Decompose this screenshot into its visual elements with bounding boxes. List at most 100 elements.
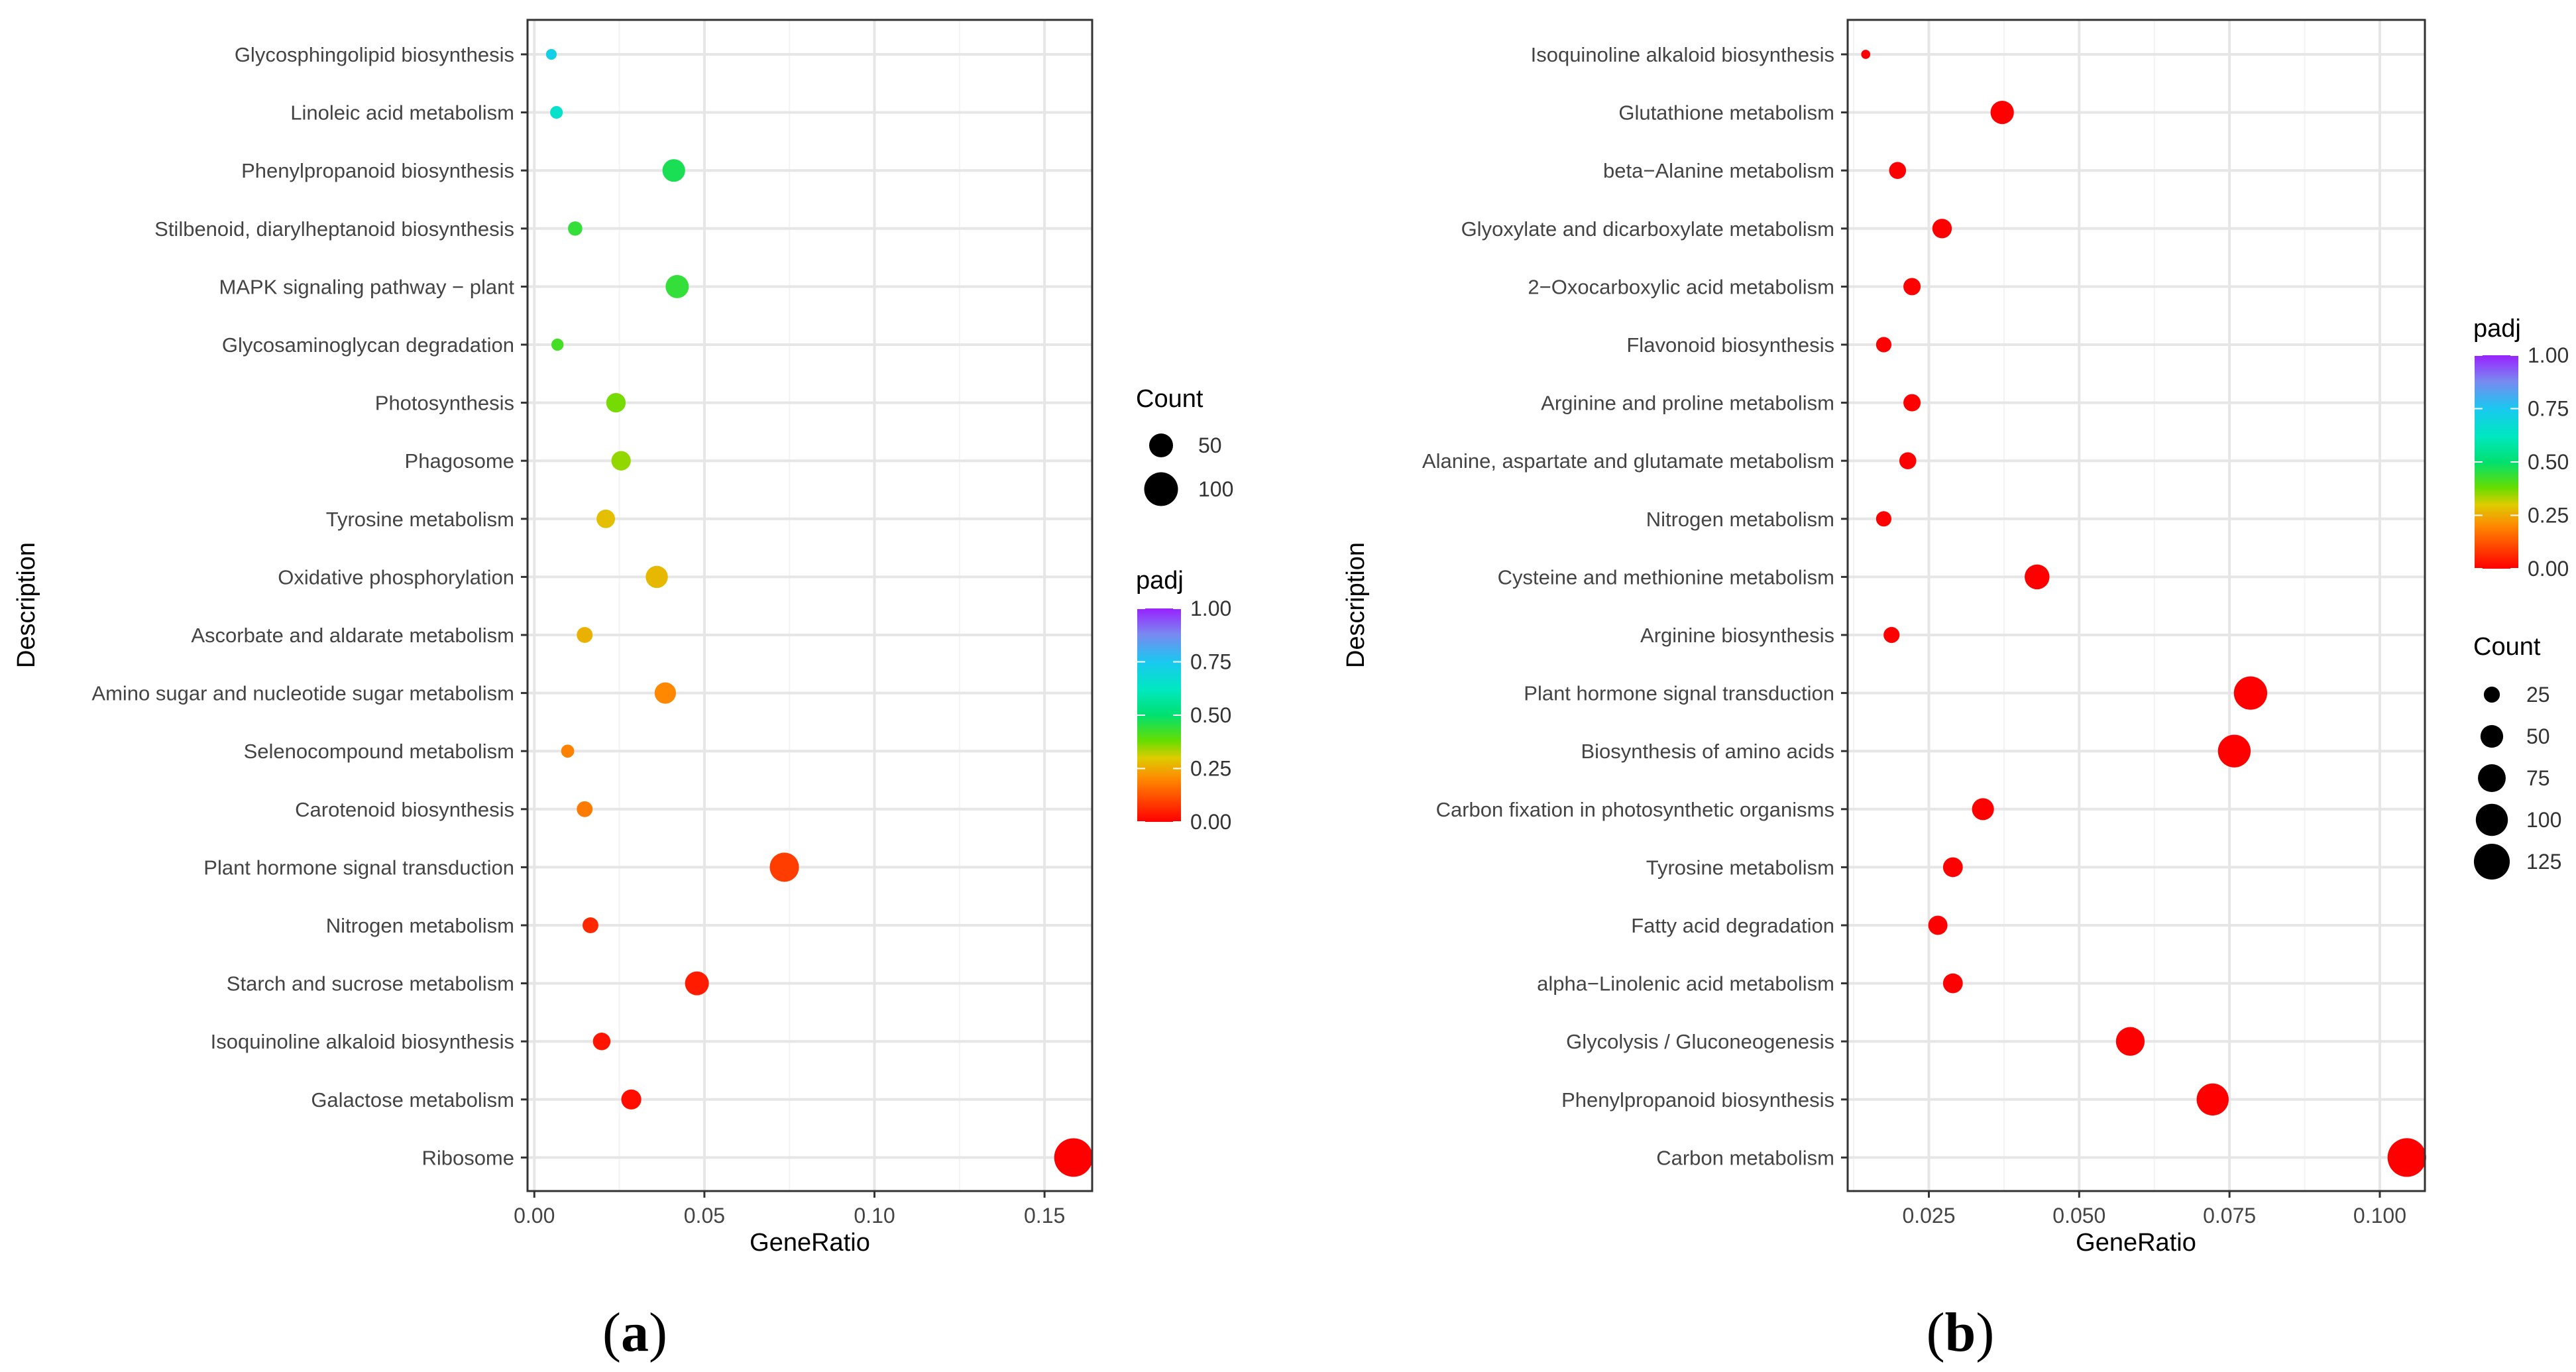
- panel-b: Isoquinoline alkaloid biosynthesis Glutat…: [1342, 19, 2569, 1363]
- a-category-label: Ascorbate and aldarate metabolism: [191, 624, 514, 647]
- a-category-label: Oxidative phosphorylation: [278, 565, 514, 589]
- a-point: [550, 106, 563, 119]
- panel-b-plot-area: [1848, 20, 2425, 1191]
- b-category-label: Glycolysis / Gluconeogenesis: [1566, 1030, 1834, 1053]
- b-count-legend-label: 75: [2526, 766, 2550, 790]
- a-category-label: Ribosome: [421, 1146, 514, 1169]
- a-category-label: Galactose metabolism: [311, 1088, 514, 1112]
- panel-a-letter: (a): [602, 1302, 667, 1363]
- b-count-legend-label: 25: [2526, 683, 2550, 707]
- panel-b-x-axis-title: GeneRatio: [2076, 1229, 2196, 1257]
- a-x-tick-label: 0.05: [684, 1204, 725, 1228]
- b-padj-legend-label: 0.75: [2528, 397, 2569, 421]
- a-point: [568, 221, 583, 236]
- a-x-tick-label: 0.00: [514, 1204, 555, 1228]
- b-point: [1928, 915, 1948, 935]
- b-count-legend-label: 125: [2526, 850, 2561, 874]
- a-point: [611, 451, 631, 471]
- a-category-label: Phenylpropanoid biosynthesis: [241, 159, 514, 182]
- a-padj-legend-label: 0.00: [1190, 810, 1231, 834]
- b-category-label: Fatty acid degradation: [1631, 914, 1834, 937]
- a-category-label: Starch and sucrose metabolism: [227, 972, 514, 996]
- b-category-label: Glutathione metabolism: [1618, 101, 1834, 125]
- panel-a-plot-area: [528, 20, 1092, 1191]
- panel-b-plot-border: [1846, 19, 2426, 1192]
- a-category-label: Nitrogen metabolism: [326, 914, 514, 937]
- a-point: [662, 159, 685, 182]
- b-padj-legend-label: 1.00: [2528, 343, 2569, 367]
- b-x-tick-label: 0.025: [1902, 1204, 1955, 1228]
- a-category-label: Glycosphingolipid biosynthesis: [235, 43, 514, 66]
- panel-a-gridlines: [528, 20, 1092, 1191]
- a-point: [1054, 1138, 1093, 1177]
- panel-a-padj-legend-title: padj: [1136, 567, 1184, 595]
- a-category-label: Amino sugar and nucleotide sugar metabol…: [91, 682, 514, 705]
- a-count-legend-label: 50: [1198, 433, 1222, 457]
- a-category-label: Stilbenoid, diarylheptanoid biosynthesis: [154, 217, 514, 241]
- b-point: [1990, 100, 2014, 125]
- a-padj-legend-label: 1.00: [1190, 597, 1231, 620]
- a-point: [577, 801, 593, 817]
- b-count-legend-key: [2473, 843, 2510, 880]
- b-x-tick-label: 0.100: [2353, 1204, 2406, 1228]
- panel-b-padj-legend: padj 1.00 0.75 0.50 0.25 0.00: [2473, 315, 2569, 581]
- a-point: [621, 1089, 642, 1110]
- a-category-label: Tyrosine metabolism: [326, 508, 514, 531]
- b-point: [1899, 452, 1917, 470]
- b-category-label: Cysteine and methionine metabolism: [1498, 565, 1834, 589]
- b-point: [1972, 798, 1994, 821]
- a-count-legend-key: [1148, 433, 1174, 458]
- b-point: [1903, 394, 1921, 412]
- a-category-label: Isoquinoline alkaloid biosynthesis: [211, 1030, 514, 1053]
- b-category-label: beta−Alanine metabolism: [1603, 159, 1834, 182]
- a-count-legend-label: 100: [1198, 477, 1233, 501]
- panel-b-gridlines: [1848, 20, 2425, 1191]
- b-point: [2025, 564, 2050, 590]
- b-x-tick-label: 0.050: [2052, 1204, 2105, 1228]
- panel-b-padj-legend-title: padj: [2473, 315, 2521, 343]
- a-padj-legend-label: 0.75: [1190, 650, 1231, 674]
- b-point: [2233, 676, 2268, 710]
- b-x-tick-label: 0.075: [2203, 1204, 2256, 1228]
- b-point: [1942, 973, 1963, 994]
- a-point: [545, 48, 557, 60]
- b-point: [1861, 50, 1871, 59]
- b-category-label: Flavonoid biosynthesis: [1626, 333, 1834, 357]
- b-category-label: Biosynthesis of amino acids: [1581, 740, 1834, 763]
- panel-b-count-legend: Count 25 50 75 100 125: [2473, 633, 2561, 880]
- a-point: [596, 509, 616, 528]
- b-category-label: Carbon metabolism: [1656, 1146, 1834, 1169]
- b-category-label: Arginine and proline metabolism: [1541, 392, 1834, 415]
- a-point: [606, 392, 626, 413]
- a-category-label: Linoleic acid metabolism: [290, 101, 514, 125]
- a-padj-legend-label: 0.50: [1190, 703, 1231, 727]
- panel-a: Glycosphingolipid biosynthesis Linoleic a…: [13, 19, 1233, 1363]
- panel-a-points: [545, 48, 1093, 1177]
- panel-b-points: [1861, 50, 2426, 1177]
- a-point: [592, 1032, 611, 1051]
- a-category-label: Plant hormone signal transduction: [203, 856, 514, 879]
- b-category-label: Plant hormone signal transduction: [1524, 682, 1834, 705]
- panel-a-y-axis-title: Description: [13, 542, 40, 668]
- b-category-label: Nitrogen metabolism: [1646, 508, 1834, 531]
- a-category-label: Phagosome: [405, 449, 514, 473]
- b-padj-legend-label: 0.00: [2528, 557, 2569, 581]
- panel-b-count-legend-title: Count: [2473, 633, 2541, 661]
- a-category-label: Carotenoid biosynthesis: [295, 798, 514, 821]
- b-point: [1883, 626, 1900, 644]
- a-point: [582, 917, 598, 933]
- a-point: [665, 274, 689, 298]
- b-category-label: 2−Oxocarboxylic acid metabolism: [1528, 275, 1834, 298]
- b-category-label: Arginine biosynthesis: [1640, 624, 1834, 647]
- a-point: [551, 338, 564, 351]
- b-count-legend-key: [2483, 686, 2500, 703]
- b-point: [1876, 337, 1892, 353]
- b-padj-legend-label: 0.25: [2528, 504, 2569, 528]
- b-point: [2115, 1027, 2145, 1056]
- b-padj-legend-label: 0.50: [2528, 450, 2569, 474]
- b-category-label: Tyrosine metabolism: [1646, 856, 1834, 879]
- b-category-label: Phenylpropanoid biosynthesis: [1561, 1088, 1834, 1112]
- b-category-label: Isoquinoline alkaloid biosynthesis: [1531, 43, 1834, 66]
- a-x-tick-label: 0.15: [1024, 1204, 1065, 1228]
